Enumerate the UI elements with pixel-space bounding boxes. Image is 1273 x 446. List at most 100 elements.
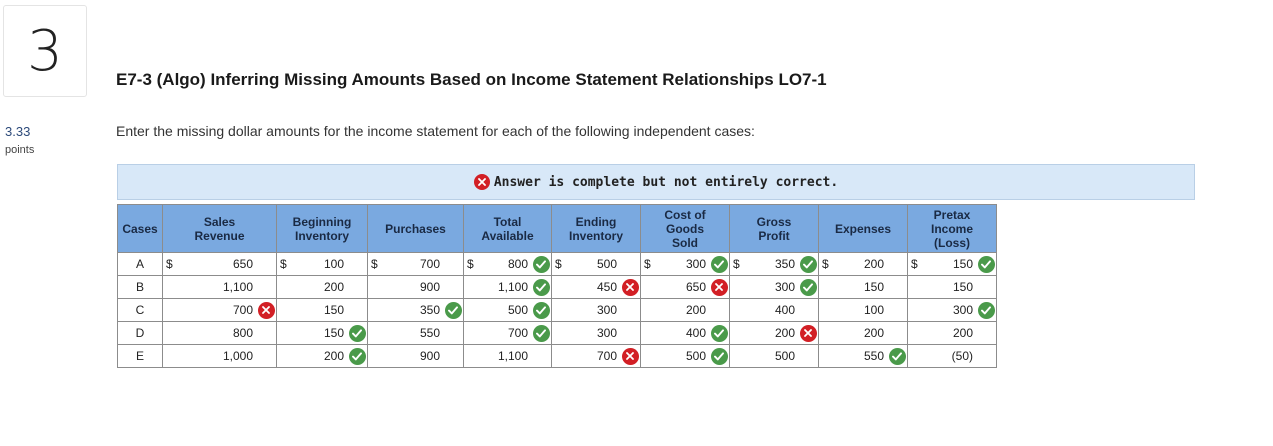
question-number: 3	[27, 19, 63, 84]
gross-profit-cell[interactable]: 200	[729, 321, 819, 345]
total-available-cell[interactable]: $800	[463, 252, 552, 276]
cogs-cell[interactable]: 200	[640, 298, 730, 322]
ending-inventory-cell[interactable]: 450	[551, 275, 641, 299]
header-expenses: Expenses	[818, 204, 908, 253]
check-icon	[531, 276, 551, 298]
cogs-cell[interactable]: 650	[640, 275, 730, 299]
cogs-cell[interactable]: 400	[640, 321, 730, 345]
sales-revenue-cell[interactable]: 800	[162, 321, 277, 345]
total-available-cell[interactable]: 700	[463, 321, 552, 345]
mark-placeholder	[256, 276, 276, 298]
header-row: Cases Sales Revenue Beginning Inventory Pu…	[117, 204, 997, 253]
beginning-inventory-cell[interactable]: 150	[276, 298, 368, 322]
sales-revenue-value: 800	[232, 326, 253, 340]
ending-inventory-value: 450	[596, 280, 617, 294]
total-available-cell[interactable]: 1,100	[463, 275, 552, 299]
x-circle-icon	[256, 299, 276, 321]
ending-inventory-cell[interactable]: 300	[551, 298, 641, 322]
ending-inventory-cell[interactable]: 300	[551, 321, 641, 345]
mark-placeholder	[443, 345, 463, 367]
check-icon	[709, 322, 729, 344]
table-row: C 700 150 350 500 300 200 400 100 300	[117, 298, 997, 322]
purchases-cell[interactable]: 350	[367, 298, 464, 322]
expenses-cell[interactable]: 200	[818, 321, 908, 345]
pretax-income-value: 300	[952, 303, 973, 317]
expenses-value: 550	[863, 349, 884, 363]
mark-placeholder	[347, 276, 367, 298]
x-circle-icon	[473, 174, 490, 190]
sales-revenue-cell[interactable]: $650	[162, 252, 277, 276]
header-pretax-income: Pretax Income (Loss)	[907, 204, 997, 253]
gross-profit-cell[interactable]: 500	[729, 344, 819, 368]
pretax-income-cell[interactable]: $150	[907, 252, 997, 276]
mark-placeholder	[443, 322, 463, 344]
beginning-inventory-cell[interactable]: 200	[276, 275, 368, 299]
sales-revenue-value: 650	[232, 257, 253, 271]
check-icon	[798, 253, 818, 275]
expenses-value: 200	[863, 326, 884, 340]
gross-profit-cell[interactable]: 300	[729, 275, 819, 299]
beginning-inventory-cell[interactable]: $100	[276, 252, 368, 276]
expenses-cell[interactable]: 550	[818, 344, 908, 368]
table-row: E 1,000 200 900 1,100 700 500 500 550 (50)	[117, 344, 997, 368]
pretax-income-cell[interactable]: 150	[907, 275, 997, 299]
pretax-income-cell[interactable]: 200	[907, 321, 997, 345]
beginning-inventory-value: 150	[323, 326, 344, 340]
ending-inventory-value: 300	[596, 303, 617, 317]
purchases-cell[interactable]: 900	[367, 275, 464, 299]
purchases-cell[interactable]: 550	[367, 321, 464, 345]
mark-placeholder	[443, 253, 463, 275]
beginning-inventory-cell[interactable]: 200	[276, 344, 368, 368]
case-label: D	[117, 321, 163, 345]
currency-symbol: $	[644, 257, 651, 271]
check-icon	[976, 253, 996, 275]
question-title: E7-3 (Algo) Inferring Missing Amounts Ba…	[116, 70, 827, 89]
expenses-cell[interactable]: 100	[818, 298, 908, 322]
mark-placeholder	[347, 299, 367, 321]
purchases-cell[interactable]: 900	[367, 344, 464, 368]
cogs-cell[interactable]: $300	[640, 252, 730, 276]
cogs-value: 500	[685, 349, 706, 363]
pretax-income-cell[interactable]: 300	[907, 298, 997, 322]
x-circle-icon	[798, 322, 818, 344]
expenses-cell[interactable]: 150	[818, 275, 908, 299]
total-available-cell[interactable]: 1,100	[463, 344, 552, 368]
mark-placeholder	[887, 299, 907, 321]
currency-symbol: $	[280, 257, 287, 271]
case-label: C	[117, 298, 163, 322]
instructions: Enter the missing dollar amounts for the…	[116, 123, 755, 139]
mark-placeholder	[976, 322, 996, 344]
sales-revenue-value: 1,000	[222, 349, 253, 363]
currency-symbol: $	[166, 257, 173, 271]
question-number-box: 3	[3, 5, 87, 97]
ending-inventory-cell[interactable]: 700	[551, 344, 641, 368]
sales-revenue-cell[interactable]: 700	[162, 298, 277, 322]
check-icon	[347, 322, 367, 344]
sales-revenue-cell[interactable]: 1,000	[162, 344, 277, 368]
table-row: B 1,100 200 900 1,100 450 650 300 150 150	[117, 275, 997, 299]
gross-profit-cell[interactable]: $350	[729, 252, 819, 276]
purchases-value: 900	[419, 349, 440, 363]
currency-symbol: $	[555, 257, 562, 271]
gross-profit-cell[interactable]: 400	[729, 298, 819, 322]
sales-revenue-cell[interactable]: 1,100	[162, 275, 277, 299]
mark-placeholder	[976, 345, 996, 367]
check-icon	[798, 276, 818, 298]
check-icon	[531, 322, 551, 344]
check-icon	[709, 345, 729, 367]
mark-placeholder	[620, 253, 640, 275]
mark-placeholder	[443, 276, 463, 298]
expenses-cell[interactable]: $200	[818, 252, 908, 276]
beginning-inventory-cell[interactable]: 150	[276, 321, 368, 345]
sales-revenue-value: 1,100	[222, 280, 253, 294]
ending-inventory-cell[interactable]: $500	[551, 252, 641, 276]
total-available-cell[interactable]: 500	[463, 298, 552, 322]
x-circle-icon	[620, 276, 640, 298]
mark-placeholder	[531, 345, 551, 367]
table-row: A $650 $100 $700 $800 $500 $300 $350 $200 $150	[117, 252, 997, 276]
purchases-cell[interactable]: $700	[367, 252, 464, 276]
check-icon	[976, 299, 996, 321]
pretax-income-cell[interactable]: (50)	[907, 344, 997, 368]
cogs-cell[interactable]: 500	[640, 344, 730, 368]
total-available-value: 1,100	[497, 349, 528, 363]
